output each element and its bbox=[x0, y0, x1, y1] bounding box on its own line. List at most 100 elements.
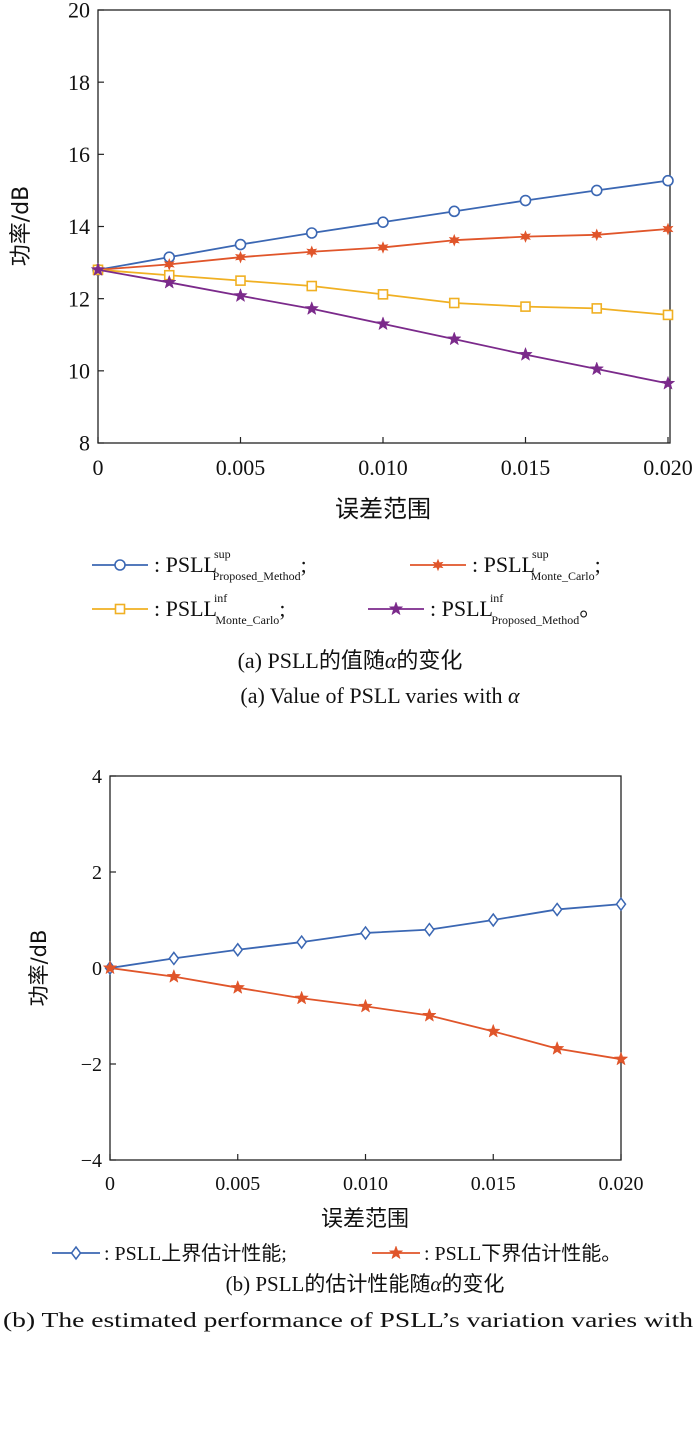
chart-b-x-axis-label: 误差范围 bbox=[321, 1207, 409, 1232]
chart-a-series-4-point bbox=[375, 316, 391, 331]
legend-a-sup-1: sup bbox=[214, 547, 231, 561]
chart-b-x-tick-label: 0 bbox=[105, 1173, 115, 1195]
chart-a-series-1-point bbox=[448, 205, 461, 218]
legend-a-suffix-2: ; bbox=[595, 552, 601, 577]
chart-a-series-1 bbox=[92, 174, 674, 276]
chart-a-point-marker bbox=[161, 274, 177, 289]
chart-a-series-4-point bbox=[589, 361, 605, 376]
chart-a-x-tick-label: 0.015 bbox=[501, 455, 551, 480]
chart-b-point-marker bbox=[232, 942, 244, 958]
chart-a-point-marker bbox=[520, 301, 531, 312]
chart-a-point-marker bbox=[375, 316, 391, 331]
chart-a-series-2-point bbox=[448, 233, 460, 247]
chart-a-series-2-point bbox=[591, 228, 603, 242]
legend-a-sub-3: Monte_Carlo bbox=[215, 613, 279, 627]
legend-a-suffix-1: ; bbox=[301, 552, 307, 577]
chart-a-point-marker bbox=[591, 303, 603, 314]
chart-b-y-tick-label: 4 bbox=[92, 766, 102, 788]
chart-a-series-3-point bbox=[520, 301, 531, 312]
legend-a-sub-2: Monte_Carlo bbox=[531, 569, 595, 583]
chart-b-x-tick-label: 0.020 bbox=[599, 1173, 644, 1195]
chart-a-series-1-point bbox=[234, 238, 247, 251]
chart-b-point-marker bbox=[166, 968, 182, 983]
chart-a-series-3 bbox=[92, 264, 674, 321]
chart-a-series-3-point bbox=[448, 297, 460, 309]
chart-b-caption-en: (b) The estimated performance of PSLL’s … bbox=[3, 1308, 694, 1332]
chart-b-point-marker bbox=[230, 979, 246, 994]
chart-a-series-4-point bbox=[446, 331, 462, 346]
chart-a-series-2 bbox=[92, 222, 674, 277]
chart-b-series-2-point bbox=[166, 968, 182, 983]
legend-b-item-1: : PSLL上界估计性能; bbox=[52, 1242, 287, 1265]
legend-a-sup-3: inf bbox=[214, 591, 227, 605]
chart-a-point-marker bbox=[660, 375, 676, 390]
chart-b-x-ticks: 0 0.005 0.010 0.015 0.020 bbox=[105, 1154, 644, 1195]
chart-b-series-1-point bbox=[296, 934, 308, 950]
chart-a-point-marker bbox=[377, 289, 389, 300]
chart-a-point-marker bbox=[306, 245, 318, 259]
chart-a-y-tick-label: 12 bbox=[68, 286, 90, 311]
legend-a-item-2: : PSLLsup Monte_Carlo; bbox=[410, 547, 601, 583]
chart-b-series-1-point bbox=[487, 912, 499, 928]
chart-b: −4 −2 0 2 4 0 0.005 0.010 0.015 0.020 功率/dB 误差范围… bbox=[3, 766, 694, 1332]
chart-a-point-marker bbox=[518, 346, 533, 361]
chart-a-point-marker bbox=[377, 241, 389, 254]
chart-b-caption-cn-post: 的变化 bbox=[441, 1272, 504, 1296]
chart-b-series-2-point bbox=[230, 979, 246, 994]
chart-b-point-marker bbox=[360, 925, 371, 941]
chart-a-point-marker bbox=[234, 238, 247, 251]
chart-a-caption-cn: (a) PSLL的值随α的变化 bbox=[238, 648, 463, 673]
chart-a-caption-cn-var: α bbox=[385, 648, 397, 673]
chart-a-series-2-point bbox=[520, 230, 531, 243]
chart-a-series-4-point bbox=[161, 274, 177, 289]
chart-b-series-1-point bbox=[360, 925, 371, 941]
chart-a-series bbox=[90, 174, 676, 390]
chart-a-x-tick-label: 0.010 bbox=[358, 455, 408, 480]
chart-a: 8 10 12 14 16 18 20 0 0.005 0.010 0.015 0.020 功率/d… bbox=[9, 0, 693, 708]
chart-b-point-marker bbox=[358, 998, 373, 1013]
legend-a-text-4: : PSLL bbox=[430, 596, 493, 621]
chart-a-point-marker bbox=[519, 194, 532, 207]
chart-b-point-marker bbox=[485, 1023, 501, 1038]
chart-a-x-tick-label: 0 bbox=[93, 455, 104, 480]
chart-a-series-4-point bbox=[233, 288, 248, 303]
chart-a-series-4 bbox=[90, 262, 676, 390]
chart-a-y-tick-label: 18 bbox=[68, 70, 90, 95]
chart-a-point-marker bbox=[304, 301, 320, 316]
chart-b-point-marker bbox=[551, 902, 563, 917]
legend-a-marker-4 bbox=[388, 601, 404, 616]
chart-a-y-axis-label: 功率/dB bbox=[9, 186, 34, 266]
chart-a-point-marker bbox=[233, 288, 248, 303]
chart-a-caption-en-pre: (a) Value of PSLL varies with bbox=[240, 683, 508, 708]
chart-b-y-tick-label: −4 bbox=[81, 1150, 102, 1172]
chart-b-point-marker bbox=[294, 990, 309, 1005]
chart-b-point-marker bbox=[613, 1051, 629, 1066]
legend-a-suffix-3: ; bbox=[279, 596, 285, 621]
chart-a-point-marker bbox=[662, 309, 674, 321]
chart-a-series-3-point bbox=[306, 280, 318, 292]
chart-a-point-marker bbox=[520, 230, 531, 243]
chart-b-point-marker bbox=[168, 951, 180, 966]
chart-b-series-2-point bbox=[485, 1023, 501, 1038]
chart-a-point-marker bbox=[305, 227, 318, 239]
chart-b-series-2-point bbox=[549, 1040, 565, 1055]
chart-b-series bbox=[102, 896, 629, 1066]
chart-a-caption-en: (a) Value of PSLL varies with α bbox=[240, 683, 520, 708]
legend-a-text-2: : PSLL bbox=[472, 552, 535, 577]
chart-b-point-marker bbox=[423, 922, 435, 937]
chart-a-series-2-point bbox=[306, 245, 318, 259]
legend-a-sup-2: sup bbox=[532, 547, 549, 561]
chart-b-series-2-point bbox=[358, 998, 373, 1013]
chart-b-point-marker bbox=[615, 896, 627, 912]
chart-b-series-1-point bbox=[551, 902, 563, 917]
chart-b-series-1 bbox=[104, 896, 627, 976]
chart-a-series-3-point bbox=[235, 275, 246, 286]
chart-b-y-axis-label: 功率/dB bbox=[27, 930, 51, 1007]
chart-b-x-tick-label: 0.015 bbox=[471, 1173, 516, 1195]
legend-a-item-1: : PSLLsup Proposed_Method; bbox=[92, 547, 307, 583]
chart-b-series-2-point bbox=[613, 1051, 629, 1066]
chart-a-x-axis-label: 误差范围 bbox=[335, 495, 431, 523]
legend-b-text-2: : PSLL下界估计性能。 bbox=[424, 1242, 621, 1265]
